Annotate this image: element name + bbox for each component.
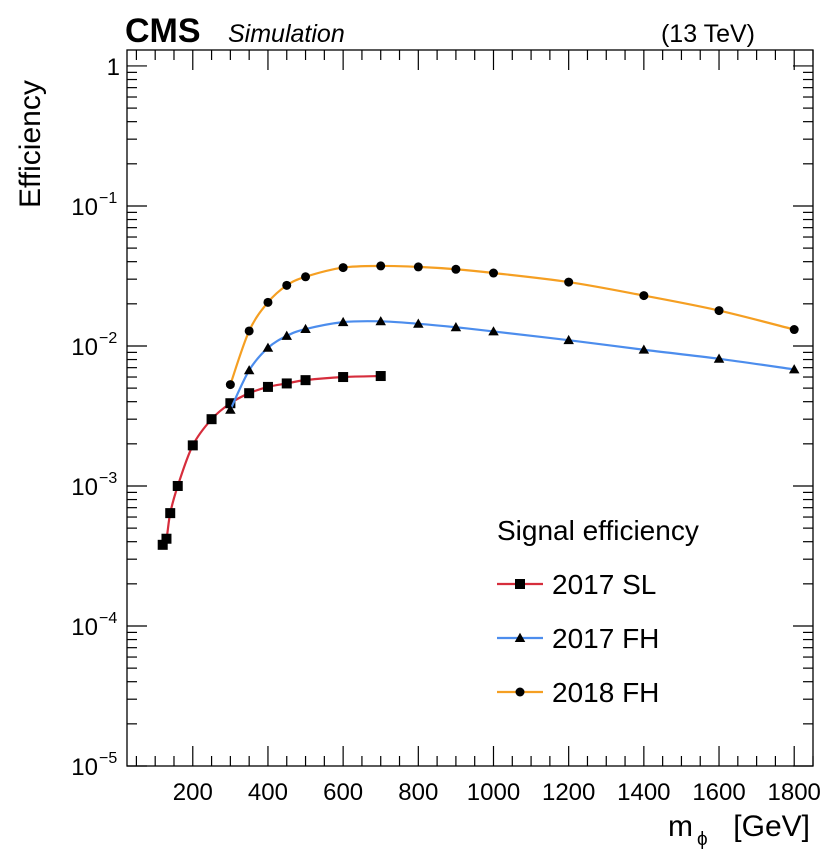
legend-entries: 2017 SL 2017 FH 2018 FH: [497, 569, 659, 708]
data-point: [338, 263, 348, 273]
y-tick-base: 1: [107, 54, 120, 81]
data-point: [451, 264, 461, 274]
x-tick-label: 1400: [617, 779, 670, 806]
y-tick-base: 10: [71, 474, 98, 501]
data-point: [244, 326, 254, 336]
x-axis-title: m ϕ [GeV]: [668, 810, 810, 850]
series-2017-sl: [157, 371, 386, 550]
x-tick-label: 1800: [768, 779, 820, 806]
x-axis-title-sub: ϕ: [697, 829, 708, 850]
data-point: [263, 297, 273, 307]
legend-label: 2018 FH: [552, 677, 659, 708]
axis-ticks: [127, 50, 814, 767]
x-axis-title-unit: [GeV]: [733, 810, 810, 843]
x-axis-title-main: m: [668, 810, 693, 843]
data-point: [338, 372, 349, 383]
y-tick-base: 10: [71, 334, 98, 361]
data-point: [789, 325, 799, 335]
data-point: [282, 280, 292, 290]
y-tick-exponent: −1: [99, 190, 117, 207]
data-point: [300, 375, 311, 386]
data-point: [161, 533, 172, 544]
legend-marker: [515, 687, 525, 697]
y-tick-exponent: −5: [99, 750, 117, 767]
data-point: [206, 414, 217, 425]
data-point: [172, 480, 183, 491]
data-point: [157, 539, 168, 550]
series-line: [161, 374, 381, 546]
y-tick-label: 10 −2: [71, 330, 117, 361]
data-point: [488, 268, 498, 278]
y-tick-exponent: −2: [99, 330, 117, 347]
data-point: [376, 261, 386, 271]
y-tick-base: 10: [71, 614, 98, 641]
data-point: [262, 342, 274, 352]
x-tick-label: 600: [323, 779, 363, 806]
plot-frame: [126, 49, 814, 767]
data-point: [375, 371, 386, 382]
data-point: [450, 322, 462, 332]
legend-label: 2017 FH: [552, 623, 659, 654]
data-point: [788, 364, 800, 374]
data-point: [413, 318, 424, 328]
legend-label: 2017 SL: [552, 569, 656, 600]
data-point: [244, 388, 255, 399]
series-line: [229, 264, 795, 385]
data-point: [714, 306, 724, 316]
data-point: [165, 508, 176, 519]
x-tick-label: 1000: [467, 779, 520, 806]
series-2018-fh: [225, 261, 799, 390]
simulation-label: Simulation: [228, 20, 345, 48]
x-tick-label: 800: [398, 779, 438, 806]
data-point: [187, 440, 198, 451]
data-point: [262, 381, 273, 392]
data-point: [243, 365, 255, 375]
data-point: [225, 404, 236, 414]
series-layer: [157, 261, 800, 550]
y-tick-exponent: −3: [99, 470, 117, 487]
series-2017-fh: [225, 316, 800, 414]
legend-marker: [514, 632, 526, 642]
legend-entry: 2018 FH: [497, 677, 659, 708]
y-tick-label: 10 −3: [71, 470, 117, 501]
y-tick-label: 10 −4: [71, 610, 117, 641]
tick-labels: 200 400 600 800 1000 1200 1400 1600 180010−510−4…: [71, 54, 820, 806]
data-point: [225, 380, 235, 390]
legend-entry: 2017 SL: [497, 569, 656, 600]
legend: Signal efficiency 2017 SL 2017 FH 2018 FH: [497, 515, 699, 708]
data-point: [639, 291, 649, 301]
data-point: [225, 398, 236, 409]
data-point: [281, 378, 292, 389]
y-tick-label: 1: [107, 54, 120, 81]
y-tick-label: 10 −5: [71, 750, 117, 781]
data-point: [281, 330, 293, 340]
y-tick-exponent: −4: [99, 610, 117, 627]
data-point: [563, 334, 574, 345]
x-tick-label: 400: [248, 779, 288, 806]
y-tick-base: 10: [71, 754, 98, 781]
data-point: [564, 277, 574, 287]
y-tick-label: 10 −1: [71, 190, 117, 221]
data-point: [488, 326, 499, 336]
cms-label: CMS: [125, 12, 201, 50]
x-tick-label: 1600: [692, 779, 745, 806]
x-tick-label: 200: [173, 779, 213, 806]
series-line: [229, 320, 795, 411]
legend-entry: 2017 FH: [497, 623, 659, 654]
y-tick-base: 10: [71, 194, 98, 221]
data-point: [375, 316, 386, 326]
data-point: [638, 344, 650, 354]
data-point: [300, 323, 311, 334]
data-point: [713, 353, 725, 363]
data-point: [337, 316, 349, 327]
legend-marker: [515, 579, 525, 589]
data-point: [301, 272, 311, 282]
legend-title: Signal efficiency: [497, 515, 699, 546]
y-axis-title: Efficiency: [14, 80, 47, 208]
energy-label: (13 TeV): [661, 20, 755, 48]
x-tick-label: 1200: [542, 779, 595, 806]
data-point: [413, 262, 423, 272]
